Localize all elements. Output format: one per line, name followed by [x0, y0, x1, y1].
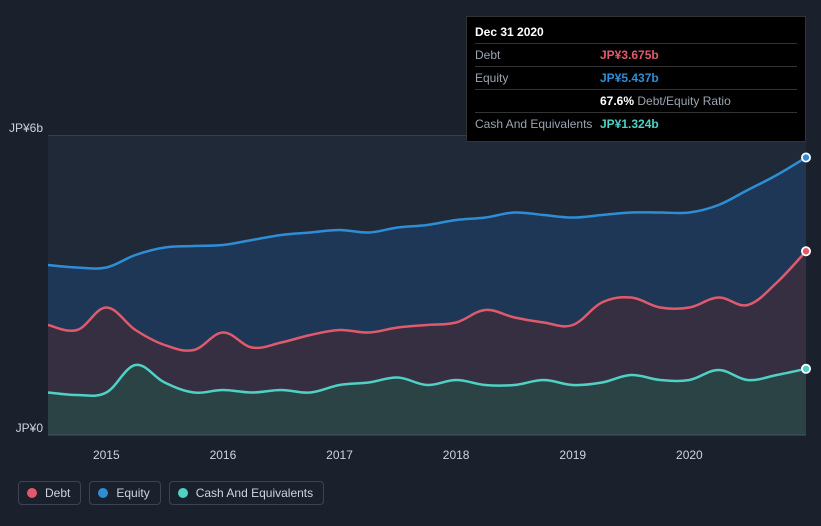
- legend-item-equity[interactable]: Equity: [89, 481, 160, 505]
- tooltip-row-value: JP¥5.437b: [600, 69, 659, 87]
- x-tick-label: 2019: [559, 448, 586, 462]
- legend-swatch-equity: [98, 488, 108, 498]
- tooltip-row: EquityJP¥5.437b: [475, 66, 797, 89]
- y-axis-label-bottom: JP¥0: [16, 421, 43, 435]
- legend-swatch-cash: [178, 488, 188, 498]
- x-tick-label: 2015: [93, 448, 120, 462]
- legend-label-cash: Cash And Equivalents: [196, 486, 313, 500]
- y-axis-label-top: JP¥6b: [9, 121, 43, 135]
- chart-legend: Debt Equity Cash And Equivalents: [18, 481, 324, 505]
- tooltip-row: DebtJP¥3.675b: [475, 43, 797, 66]
- tooltip-row-label: [475, 92, 600, 110]
- legend-item-debt[interactable]: Debt: [18, 481, 81, 505]
- tooltip-row-label: Equity: [475, 69, 600, 87]
- legend-label-debt: Debt: [45, 486, 70, 500]
- financial-chart[interactable]: [48, 135, 814, 445]
- tooltip-title: Dec 31 2020: [475, 23, 797, 43]
- chart-tooltip: Dec 31 2020 DebtJP¥3.675bEquityJP¥5.437b…: [466, 16, 806, 142]
- x-tick-label: 2020: [676, 448, 703, 462]
- tooltip-row-value: JP¥1.324b: [600, 115, 659, 133]
- tooltip-row: 67.6% Debt/Equity Ratio: [475, 89, 797, 112]
- legend-swatch-debt: [27, 488, 37, 498]
- tooltip-row: Cash And EquivalentsJP¥1.324b: [475, 112, 797, 135]
- legend-item-cash[interactable]: Cash And Equivalents: [169, 481, 324, 505]
- tooltip-row-label: Cash And Equivalents: [475, 115, 600, 133]
- tooltip-row-label: Debt: [475, 46, 600, 64]
- tooltip-row-value: JP¥3.675b: [600, 46, 659, 64]
- tooltip-ratio-pct: 67.6%: [600, 94, 637, 108]
- tooltip-ratio-label: Debt/Equity Ratio: [637, 94, 730, 108]
- x-tick-label: 2016: [210, 448, 237, 462]
- legend-label-equity: Equity: [116, 486, 149, 500]
- x-tick-label: 2017: [326, 448, 353, 462]
- x-tick-label: 2018: [443, 448, 470, 462]
